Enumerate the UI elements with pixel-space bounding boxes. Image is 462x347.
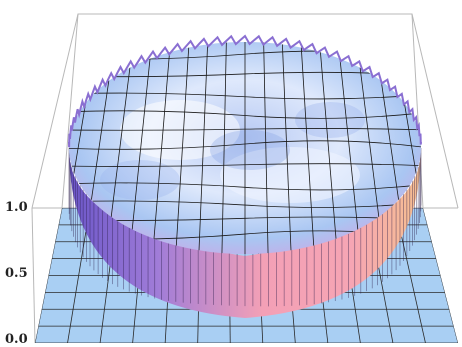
z-tick-label: 0.5: [5, 266, 28, 281]
plateau-surface: [68, 34, 422, 254]
surface-mesh-line: [69, 182, 421, 191]
z-tick-label: 0.0: [5, 332, 28, 347]
surface-mesh-line: [221, 42, 227, 254]
z-axis: 0.0 0.5 1.0: [5, 200, 28, 347]
surface-mesh-line: [198, 42, 209, 254]
surface-mesh-line: [175, 42, 190, 254]
surface-mesh-line: [69, 200, 421, 208]
z-tick-label: 1.0: [5, 200, 28, 215]
surface-mesh-line: [69, 92, 421, 100]
cylinder-wall: [68, 148, 422, 318]
surface-mesh-line: [263, 42, 269, 254]
surface-mesh-line: [151, 42, 172, 254]
surface-mesh-line: [128, 42, 153, 254]
surface-mesh-line: [69, 140, 421, 150]
surface-mesh-line: [69, 128, 421, 131]
surface-mesh-line: [69, 163, 421, 167]
surface-mesh-line: [69, 110, 421, 119]
